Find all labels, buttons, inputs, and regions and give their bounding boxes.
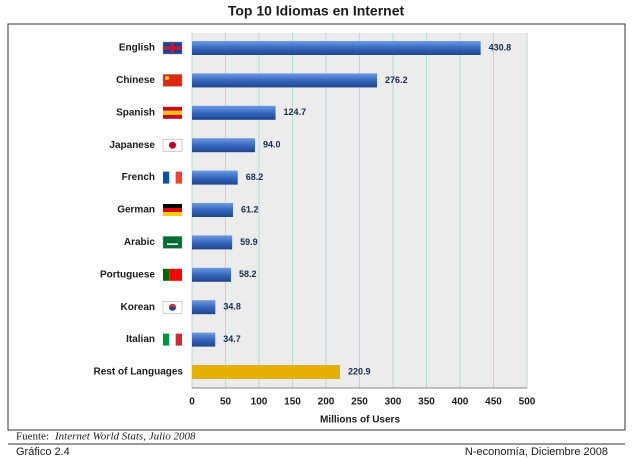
y-tick-label: Portuguese: [100, 269, 155, 280]
flag: [171, 42, 174, 54]
flag: [169, 268, 176, 281]
y-tick-label: Rest of Languages: [94, 367, 184, 378]
flag: [163, 171, 170, 184]
flag: [163, 114, 182, 119]
x-tick-label: 200: [318, 397, 335, 408]
bar: [192, 332, 216, 347]
x-tick-label: 500: [519, 397, 536, 408]
bar: [192, 300, 216, 315]
value-label: 61.2: [241, 204, 259, 214]
flag: [169, 141, 176, 149]
value-label: 94.0: [263, 140, 281, 150]
flag: [163, 333, 170, 346]
x-tick-label: 450: [485, 397, 502, 408]
flag: [162, 236, 183, 249]
y-tick-label: Japanese: [109, 140, 155, 151]
flag: [163, 268, 170, 281]
flag: [169, 307, 176, 311]
bar: [192, 203, 234, 217]
flag: [163, 208, 182, 212]
bar: [192, 105, 276, 120]
bar: [192, 41, 481, 55]
flag: [165, 75, 169, 80]
credit: N-economía, Diciembre 2008: [465, 446, 608, 458]
value-label: 59.9: [240, 237, 258, 247]
y-tick-label: English: [119, 43, 155, 54]
y-tick-label: Italian: [126, 334, 155, 345]
value-label: 34.8: [223, 302, 241, 312]
value-label: 68.2: [246, 172, 264, 182]
figure-number: Gráfico 2.4: [16, 446, 70, 458]
flag: [163, 204, 182, 208]
flag: [163, 106, 182, 111]
x-tick-label: 100: [251, 397, 268, 408]
y-tick-label: Spanish: [116, 107, 155, 118]
value-label: 220.9: [348, 366, 371, 376]
bar: [192, 138, 255, 153]
flag: [175, 268, 182, 281]
x-tick-label: 250: [351, 397, 368, 408]
flag: [163, 110, 182, 115]
value-label: 430.8: [489, 42, 512, 52]
flag: [175, 333, 182, 346]
source-label: Fuente:: [16, 431, 49, 443]
flag: [175, 171, 182, 184]
x-axis-label: Millions of Users: [320, 415, 400, 426]
chart-title: Top 10 Idiomas en Internet: [228, 3, 405, 19]
flag: [167, 243, 178, 245]
flag: [169, 333, 176, 346]
value-label: 58.2: [239, 269, 257, 279]
source-text: Internet World Stats, Julio 2008: [54, 431, 196, 443]
y-tick-label: Korean: [121, 302, 155, 313]
x-tick-label: 150: [284, 397, 301, 408]
value-label: 276.2: [385, 75, 408, 85]
y-tick-label: German: [117, 205, 155, 216]
x-tick-label: 400: [452, 397, 469, 408]
y-tick-label: Chinese: [116, 75, 155, 86]
value-label: 124.7: [284, 107, 307, 117]
bar: [192, 267, 231, 282]
bar: [192, 235, 233, 250]
x-tick-label: 50: [220, 397, 232, 408]
bar: [192, 73, 378, 88]
x-tick-label: 300: [385, 397, 402, 408]
bar: [192, 365, 341, 379]
x-tick-label: 350: [418, 397, 435, 408]
y-tick-label: French: [122, 172, 155, 183]
frame: [7, 23, 626, 431]
value-label: 34.7: [223, 334, 241, 344]
x-tick-label: 0: [189, 397, 195, 408]
flag: [163, 212, 182, 216]
bar: [192, 170, 238, 185]
y-tick-label: Arabic: [124, 237, 156, 248]
flag: [162, 74, 183, 87]
flag: [169, 171, 176, 184]
